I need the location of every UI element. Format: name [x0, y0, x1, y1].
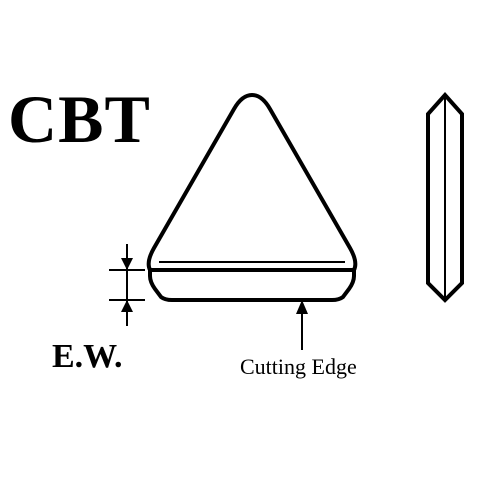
triangle-base-band	[150, 270, 354, 300]
ew-arrow-top	[121, 258, 133, 270]
triangle-upper	[149, 95, 356, 270]
diagram-stage: CBT E.W. Cutting Edge	[0, 0, 500, 500]
technical-drawing	[0, 0, 500, 500]
ew-label: E.W.	[52, 338, 123, 376]
ew-arrow-bottom	[121, 300, 133, 312]
dimension-cutting-edge	[296, 300, 308, 350]
front-triangle	[149, 95, 356, 300]
cutting-leader-arrow	[296, 300, 308, 314]
main-label: CBT	[8, 80, 151, 159]
cutting-edge-label: Cutting Edge	[240, 354, 357, 380]
side-profile	[428, 95, 462, 300]
dimension-ew	[109, 244, 145, 326]
